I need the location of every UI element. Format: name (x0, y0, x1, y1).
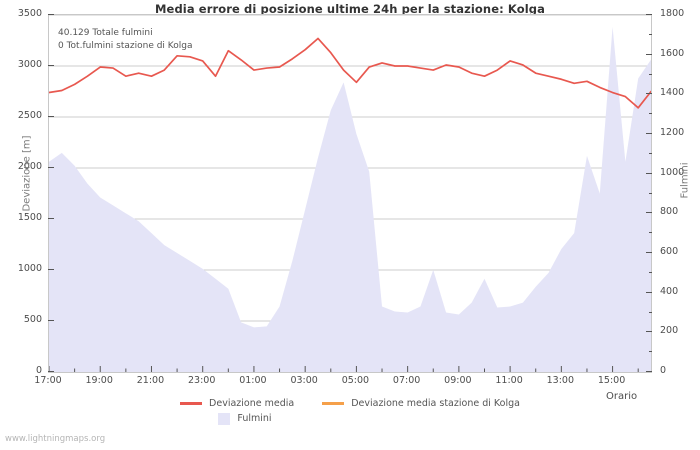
y-axis-right-tick-label: 600 (660, 246, 679, 257)
y-axis-left-tick-label: 2500 (17, 110, 42, 121)
chart-title: Media errore di posizione ultime 24h per… (155, 2, 545, 16)
y-axis-right-tick-mark (646, 331, 652, 333)
plot-svg (49, 15, 651, 372)
y-axis-right-tick-label: 1600 (660, 47, 685, 59)
y-axis-right-tick-label: 1400 (660, 87, 685, 99)
y-axis-right-tick-label: 400 (660, 285, 679, 297)
y-axis-right-tick-mark (649, 113, 652, 115)
y-axis-right-tick-mark (649, 351, 652, 353)
y-axis-right-tick-mark (646, 93, 652, 95)
y-axis-right-tick-mark (646, 212, 652, 214)
y-axis-right-tick-mark (646, 53, 652, 55)
x-axis-tick-label: 21:00 (136, 375, 165, 386)
legend-item-fulmini: Fulmini (218, 412, 272, 425)
y-axis-right-tick-mark (649, 33, 652, 35)
annotation-station-lightning: 0 Tot.fulmini stazione di Kolga (58, 40, 193, 51)
x-axis-tick-label: 11:00 (495, 375, 523, 386)
y-axis-left-tick-mark (48, 218, 54, 219)
y-axis-left-tick-mark (48, 320, 54, 321)
y-axis-left-tick-mark (48, 269, 54, 270)
x-tick-marks (49, 366, 639, 372)
x-axis-tick-label: 05:00 (341, 375, 370, 386)
legend-label-deviation-station: Deviazione media stazione di Kolga (351, 398, 520, 409)
x-axis-label: Orario (606, 391, 638, 402)
x-axis-tick-label: 07:00 (392, 375, 421, 386)
y-axis-left-tick-mark (48, 65, 54, 66)
lightning-area-series (49, 26, 651, 372)
y-axis-left-label: Deviazione [m] (21, 135, 33, 212)
y-axis-right-tick-label: 0 (660, 365, 667, 376)
x-axis-tick-label: 09:00 (444, 375, 472, 386)
annotation-total-lightning: 40.129 Totale fulmini (58, 28, 153, 38)
legend-row-1: Deviazione media Deviazione media stazio… (0, 396, 700, 411)
y-axis-right-label: Fulmini (679, 162, 691, 199)
y-axis-left-tick-label: 2000 (17, 161, 42, 172)
footer-attribution: www.lightningmaps.org (5, 434, 106, 444)
y-axis-right-tick-mark (646, 371, 652, 372)
legend: Deviazione media Deviazione media stazio… (0, 396, 700, 426)
annotation-block: 40.129 Totale fulmini 0 Tot.fulmini staz… (58, 27, 193, 52)
y-axis-right-tick-mark (649, 311, 652, 313)
legend-item-deviazione-media: Deviazione media (180, 398, 294, 409)
plot-area (48, 14, 652, 373)
y-axis-right-tick-mark (649, 152, 652, 154)
y-axis-left-tick-label: 3500 (17, 8, 42, 19)
y-axis-left-tick-label: 1000 (17, 263, 42, 274)
y-axis-right-tick-label: 1000 (660, 166, 685, 178)
x-axis-tick-label: 23:00 (187, 375, 216, 386)
y-axis-left-tick-mark (48, 116, 54, 117)
y-axis-right-tick-label: 1200 (660, 127, 685, 138)
x-axis-tick-label: 03:00 (290, 375, 318, 386)
legend-label-lightning: Fulmini (237, 413, 272, 424)
y-axis-right-tick-mark (646, 172, 652, 174)
y-axis-left-tick-mark (48, 371, 54, 372)
y-axis-right-tick-mark (646, 14, 652, 15)
x-axis-tick-label: 13:00 (546, 375, 575, 386)
y-axis-left-tick-label: 1500 (17, 212, 42, 223)
y-axis-left-tick-mark (48, 167, 54, 168)
y-axis-right-tick-label: 200 (660, 325, 679, 337)
y-axis-left-tick-label: 500 (23, 314, 42, 325)
y-axis-right-tick-mark (646, 291, 652, 293)
y-axis-right-tick-mark (649, 192, 652, 194)
y-axis-right-tick-mark (646, 133, 652, 134)
y-axis-left-tick-label: 3000 (17, 59, 42, 70)
y-axis-left-tick-label: 0 (35, 365, 42, 376)
y-axis-right-tick-label: 1800 (660, 8, 685, 19)
deviation-line-series (49, 37, 651, 109)
y-axis-right-tick-mark (649, 271, 652, 273)
legend-row-2: Fulmini (0, 411, 700, 426)
legend-line-swatch-deviation (180, 402, 203, 405)
y-axis-right-tick-label: 800 (660, 206, 679, 218)
y-axis-right-tick-mark (649, 73, 652, 75)
y-axis-left-tick-mark (48, 14, 54, 15)
legend-label-deviation: Deviazione media (209, 398, 295, 409)
x-axis-tick-label: 17:00 (34, 375, 62, 386)
x-axis-tick-label: 19:00 (85, 375, 113, 386)
legend-area-swatch-lightning (218, 412, 231, 425)
x-axis-tick-label: 01:00 (239, 375, 267, 386)
legend-item-deviazione-media-stazione: Deviazione media stazione di Kolga (322, 398, 520, 409)
y-axis-right-tick-mark (646, 252, 652, 253)
y-axis-right-tick-mark (649, 232, 652, 234)
legend-line-swatch-deviation-station (322, 402, 345, 405)
x-axis-tick-label: 15:00 (597, 375, 626, 386)
